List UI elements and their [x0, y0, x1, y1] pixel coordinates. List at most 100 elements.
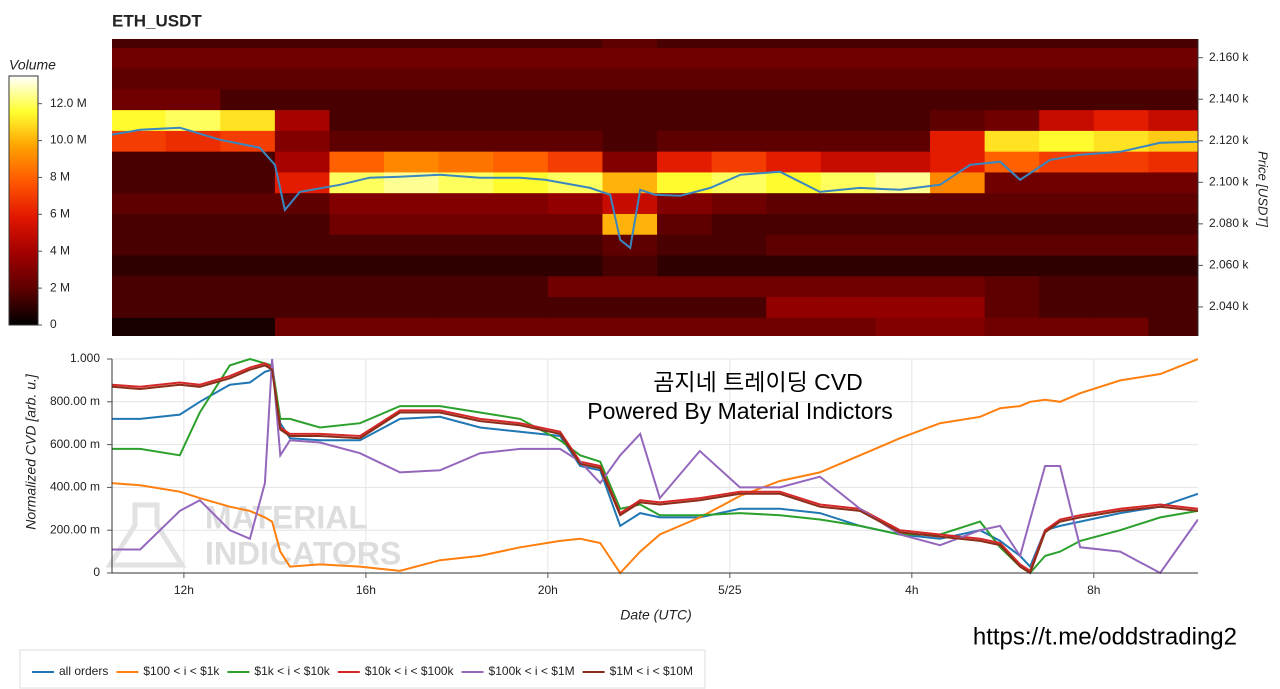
heatmap-cell: [602, 317, 658, 336]
heatmap-cell: [384, 275, 440, 298]
cvd-line: [112, 358, 1198, 575]
heatmap-cell: [875, 296, 931, 318]
chart-title: ETH_USDT: [112, 11, 202, 30]
heatmap-cell: [438, 68, 494, 90]
heatmap-cell: [438, 296, 494, 318]
heatmap-cell: [1148, 213, 1198, 235]
y-tick-label: 2.040 k: [1209, 299, 1249, 313]
heatmap: [112, 39, 1198, 336]
heatmap-cell: [766, 88, 822, 111]
heatmap-cell: [112, 317, 167, 336]
heatmap-cell: [766, 171, 822, 194]
legend-label: $10k < i < $100k: [365, 664, 455, 678]
heatmap-cell: [875, 213, 931, 235]
heatmap-cell: [657, 255, 713, 277]
heatmap-cell: [930, 68, 986, 90]
heatmap-cell: [220, 171, 276, 194]
heatmap-cell: [820, 275, 876, 298]
heatmap-cell: [547, 130, 603, 152]
colorbar-title: Volume: [9, 57, 56, 73]
legend-label: $1M < i < $10M: [610, 664, 693, 678]
y-tick-label: 1.000: [70, 351, 100, 365]
heatmap-cell: [984, 68, 1040, 90]
heatmap-cell: [220, 88, 276, 111]
heatmap-cell: [1039, 255, 1095, 277]
heatmap-cell: [1039, 88, 1095, 111]
heatmap-cell: [274, 130, 330, 152]
heatmap-cell: [274, 151, 330, 173]
heatmap-cell: [1093, 234, 1149, 256]
heatmap-cell: [875, 317, 931, 336]
heatmap-cell: [1148, 234, 1198, 256]
heatmap-cell: [657, 68, 713, 90]
heatmap-cell: [112, 130, 167, 152]
heatmap-cell: [766, 234, 822, 256]
heatmap-cell: [438, 47, 494, 69]
url: https://t.me/oddstrading2: [973, 623, 1237, 650]
heatmap-cell: [165, 151, 221, 173]
heatmap-cell: [547, 213, 603, 235]
x-tick-label: 12h: [174, 583, 194, 597]
heatmap-cell: [875, 88, 931, 111]
heatmap-cell: [1039, 151, 1095, 173]
heatmap-cell: [1093, 151, 1149, 173]
heatmap-cell: [1039, 234, 1095, 256]
heatmap-cell: [493, 88, 549, 111]
heatmap-cell: [984, 255, 1040, 277]
heatmap-cell: [1039, 68, 1095, 90]
heatmap-cell: [1148, 151, 1198, 173]
heatmap-cell: [766, 213, 822, 235]
heatmap-cell: [165, 88, 221, 111]
heatmap-cell: [274, 39, 330, 48]
colorbar-tick-label: 2 M: [50, 280, 70, 294]
heatmap-cell: [711, 68, 767, 90]
heatmap-cell: [329, 171, 385, 194]
heatmap-cell: [930, 39, 986, 48]
heatmap-cell: [1093, 213, 1149, 235]
heatmap-cell: [329, 88, 385, 111]
heatmap-cell: [711, 47, 767, 69]
heatmap-cell: [1039, 296, 1095, 318]
heatmap-cell: [984, 234, 1040, 256]
heatmap-cell: [329, 234, 385, 256]
heatmap-cell: [820, 109, 876, 131]
colorbar-tick-label: 8 M: [50, 170, 70, 184]
heatmap-cell: [602, 255, 658, 277]
price-line: [112, 126, 1198, 250]
heatmap-cell: [1039, 275, 1095, 298]
heatmap-cell: [602, 296, 658, 318]
heatmap-cell: [1148, 255, 1198, 277]
heatmap-cell: [547, 47, 603, 69]
heatmap-cell: [329, 275, 385, 298]
heatmap-cell: [274, 109, 330, 131]
heatmap-cell: [329, 109, 385, 131]
heatmap-cell: [274, 47, 330, 69]
heatmap-cell: [547, 255, 603, 277]
heatmap-cell: [274, 192, 330, 214]
heatmap-cell: [438, 192, 494, 214]
heatmap-cell: [1039, 213, 1095, 235]
heatmap-cell: [274, 171, 330, 194]
heatmap-cell: [875, 275, 931, 298]
heatmap-cell: [493, 275, 549, 298]
heatmap-cell: [930, 151, 986, 173]
heatmap-cell: [1148, 47, 1198, 69]
heatmap-cell: [875, 192, 931, 214]
heatmap-cell: [711, 88, 767, 111]
heatmap-cell: [1148, 317, 1198, 336]
heatmap-cell: [384, 68, 440, 90]
heatmap-cell: [1148, 39, 1198, 48]
heatmap-cell: [984, 47, 1040, 69]
heatmap-cell: [165, 39, 221, 48]
heatmap-cell: [1093, 275, 1149, 298]
heatmap-cell: [1039, 192, 1095, 214]
heatmap-cell: [820, 317, 876, 336]
heatmap-cell: [657, 130, 713, 152]
heatmap-cell: [384, 109, 440, 131]
heatmap-cell: [438, 109, 494, 131]
heatmap-cell: [1093, 68, 1149, 90]
heatmap-cell: [165, 171, 221, 194]
heatmap-cell: [274, 88, 330, 111]
heatmap-cell: [1093, 171, 1149, 194]
heatmap-cell: [1093, 88, 1149, 111]
